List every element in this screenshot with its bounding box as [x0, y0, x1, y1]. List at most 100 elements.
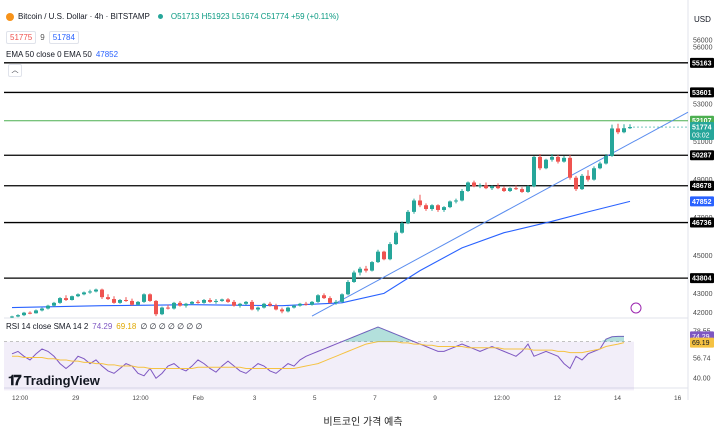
- candle-body[interactable]: [10, 316, 14, 318]
- candle-body[interactable]: [340, 294, 344, 302]
- candle-body[interactable]: [94, 289, 98, 292]
- tradingview-brand[interactable]: 𝟏𝟕 TradingView: [8, 372, 100, 389]
- symbol-title[interactable]: Bitcoin / U.S. Dollar · 4h · BITSTAMP: [18, 12, 150, 21]
- candle-body[interactable]: [598, 163, 602, 169]
- candle-body[interactable]: [76, 294, 80, 297]
- candle-body[interactable]: [604, 155, 608, 164]
- candle-body[interactable]: [556, 156, 560, 162]
- candle-body[interactable]: [148, 294, 152, 301]
- candle-body[interactable]: [124, 299, 128, 301]
- candle-body[interactable]: [370, 262, 374, 271]
- candle-body[interactable]: [238, 303, 242, 306]
- candle-body[interactable]: [538, 156, 542, 169]
- candle-body[interactable]: [616, 128, 620, 133]
- candle-body[interactable]: [454, 200, 458, 202]
- candle-body[interactable]: [166, 307, 170, 309]
- candle-body[interactable]: [112, 299, 116, 303]
- bid-button[interactable]: 51775: [6, 31, 37, 44]
- candle-body[interactable]: [22, 312, 26, 316]
- candle-body[interactable]: [106, 297, 110, 300]
- candle-body[interactable]: [364, 268, 368, 271]
- candle-body[interactable]: [52, 302, 56, 306]
- candle-body[interactable]: [502, 188, 506, 192]
- candle-body[interactable]: [178, 302, 182, 306]
- candle-body[interactable]: [448, 201, 452, 208]
- candle-body[interactable]: [622, 128, 626, 133]
- candle-body[interactable]: [82, 292, 86, 295]
- candle-body[interactable]: [298, 303, 302, 306]
- candle-body[interactable]: [190, 301, 194, 304]
- lightning-icon[interactable]: [630, 302, 642, 314]
- candle-body[interactable]: [352, 272, 356, 282]
- candle-body[interactable]: [100, 289, 104, 298]
- candle-body[interactable]: [562, 157, 566, 162]
- candle-body[interactable]: [490, 186, 494, 189]
- candle-body[interactable]: [382, 251, 386, 260]
- candle-body[interactable]: [430, 205, 434, 210]
- candle-body[interactable]: [592, 168, 596, 180]
- candle-body[interactable]: [130, 300, 134, 305]
- candle-body[interactable]: [532, 156, 536, 187]
- candle-body[interactable]: [346, 281, 350, 295]
- candle-body[interactable]: [58, 298, 62, 303]
- candle-body[interactable]: [580, 175, 584, 190]
- candle-body[interactable]: [376, 251, 380, 263]
- candle-body[interactable]: [280, 309, 284, 312]
- candle-body[interactable]: [574, 177, 578, 190]
- candle-body[interactable]: [214, 300, 218, 302]
- candle-body[interactable]: [34, 310, 38, 314]
- candle-body[interactable]: [334, 301, 338, 303]
- candle-body[interactable]: [466, 182, 470, 192]
- candle-body[interactable]: [316, 295, 320, 302]
- candle-body[interactable]: [154, 300, 158, 315]
- candle-body[interactable]: [274, 305, 278, 310]
- candle-body[interactable]: [550, 156, 554, 160]
- candle-body[interactable]: [394, 232, 398, 245]
- currency-label[interactable]: USD: [694, 15, 711, 24]
- candle-body[interactable]: [412, 200, 416, 212]
- candle-body[interactable]: [16, 315, 20, 317]
- candle-body[interactable]: [610, 128, 614, 156]
- candle-body[interactable]: [424, 205, 428, 210]
- candle-body[interactable]: [172, 302, 176, 309]
- candle-body[interactable]: [208, 299, 212, 302]
- candle-body[interactable]: [160, 307, 164, 315]
- candle-body[interactable]: [88, 291, 92, 293]
- candle-body[interactable]: [70, 296, 74, 300]
- collapse-legend-button[interactable]: ︿: [8, 64, 22, 77]
- candle-body[interactable]: [226, 299, 230, 302]
- candle-body[interactable]: [514, 188, 518, 190]
- candle-body[interactable]: [400, 223, 404, 233]
- candle-body[interactable]: [358, 268, 362, 273]
- candle-body[interactable]: [496, 186, 500, 189]
- candle-body[interactable]: [286, 307, 290, 312]
- candle-body[interactable]: [508, 188, 512, 192]
- candle-body[interactable]: [544, 159, 548, 169]
- candle-body[interactable]: [46, 305, 50, 309]
- rsi-legend-label[interactable]: RSI 14 close SMA 14 2: [6, 322, 89, 331]
- candle-body[interactable]: [322, 295, 326, 299]
- candle-body[interactable]: [118, 299, 122, 303]
- candle-body[interactable]: [142, 294, 146, 302]
- candle-body[interactable]: [472, 182, 476, 187]
- candle-body[interactable]: [136, 301, 140, 305]
- candle-body[interactable]: [304, 303, 308, 305]
- candle-body[interactable]: [28, 312, 32, 314]
- candle-body[interactable]: [478, 185, 482, 187]
- candle-body[interactable]: [292, 305, 296, 308]
- candle-body[interactable]: [310, 301, 314, 305]
- candle-body[interactable]: [418, 200, 422, 206]
- candle-body[interactable]: [442, 207, 446, 210]
- candle-body[interactable]: [484, 185, 488, 189]
- candle-body[interactable]: [526, 186, 530, 192]
- candle-body[interactable]: [256, 307, 260, 310]
- candle-body[interactable]: [232, 301, 236, 306]
- candle-body[interactable]: [268, 303, 272, 306]
- candle-body[interactable]: [220, 299, 224, 301]
- candle-body[interactable]: [250, 301, 254, 310]
- candle-body[interactable]: [40, 308, 44, 311]
- candle-body[interactable]: [406, 211, 410, 224]
- candle-body[interactable]: [520, 189, 524, 192]
- candle-body[interactable]: [196, 301, 200, 303]
